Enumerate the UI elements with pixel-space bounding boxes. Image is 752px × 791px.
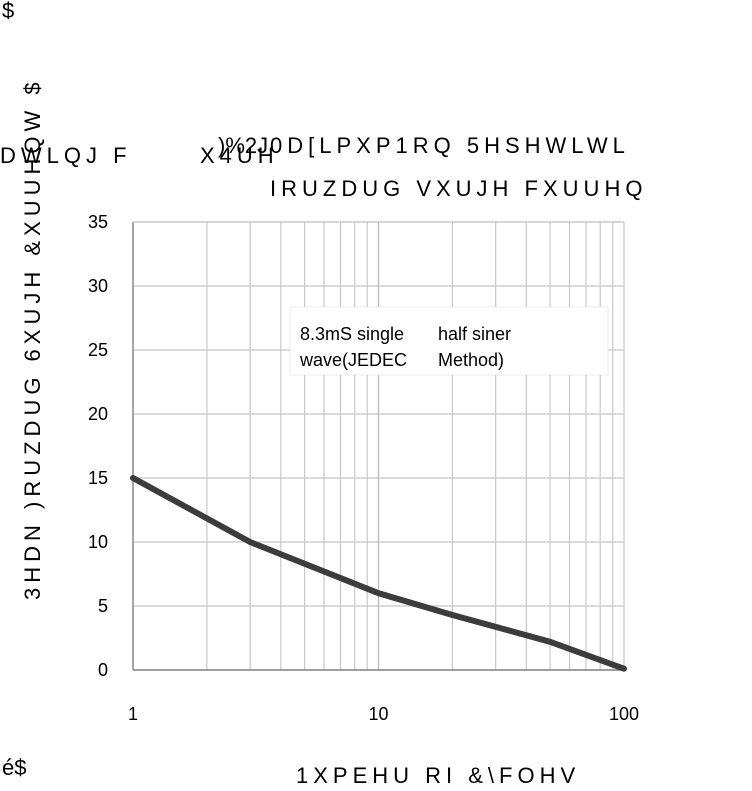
plot-grid <box>133 221 624 670</box>
y-tick-label: 35 <box>88 212 108 232</box>
annotation-line2-part1: wave(JEDEC <box>299 350 407 370</box>
y-tick-label: 15 <box>88 468 108 488</box>
annotation-box: 8.3mS single half siner wave(JEDEC Metho… <box>289 306 609 376</box>
chart-title-line1: 0D[LPXP1RQ 5HSHWLWL <box>270 133 630 158</box>
y-tick-label: 30 <box>88 276 108 296</box>
annotation-line2-part2: Method) <box>438 350 504 370</box>
x-tick-labels: 1 10 100 <box>128 704 639 724</box>
x-tick-label: 1 <box>128 704 138 724</box>
x-tick-label: 100 <box>609 704 639 724</box>
title-left-fragment: DWLQJ F <box>0 143 132 168</box>
plot-frame <box>132 221 625 671</box>
title-left-fragment-2: X4UH <box>200 143 279 168</box>
chart-title-prefix: )%2J <box>218 133 268 158</box>
y-tick-labels: 0 5 10 15 20 25 30 35 <box>88 212 108 680</box>
x-unit-fragment: é$ <box>2 755 26 780</box>
annotation-background <box>289 306 609 376</box>
ylabel-tail-fragment: $ <box>2 0 14 23</box>
y-tick-label: 10 <box>88 532 108 552</box>
y-axis-label: 3HDN )RUZDUG 6XUJH &XUUHQW $ <box>20 77 45 600</box>
series-line <box>130 475 627 672</box>
x-axis-label: 1XPEHU RI &\FOHV <box>296 763 580 788</box>
chart-title-line2: IRUZDUG VXUJH FXUUHQ <box>270 176 647 201</box>
y-tick-label: 25 <box>88 340 108 360</box>
y-tick-label: 5 <box>98 596 108 616</box>
series-group <box>130 475 627 672</box>
y-tick-label: 0 <box>98 660 108 680</box>
annotation-line1-part2: half siner <box>438 324 511 344</box>
x-tick-label: 10 <box>368 704 388 724</box>
y-tick-label: 20 <box>88 404 108 424</box>
annotation-line1-part1: 8.3mS single <box>300 324 404 344</box>
